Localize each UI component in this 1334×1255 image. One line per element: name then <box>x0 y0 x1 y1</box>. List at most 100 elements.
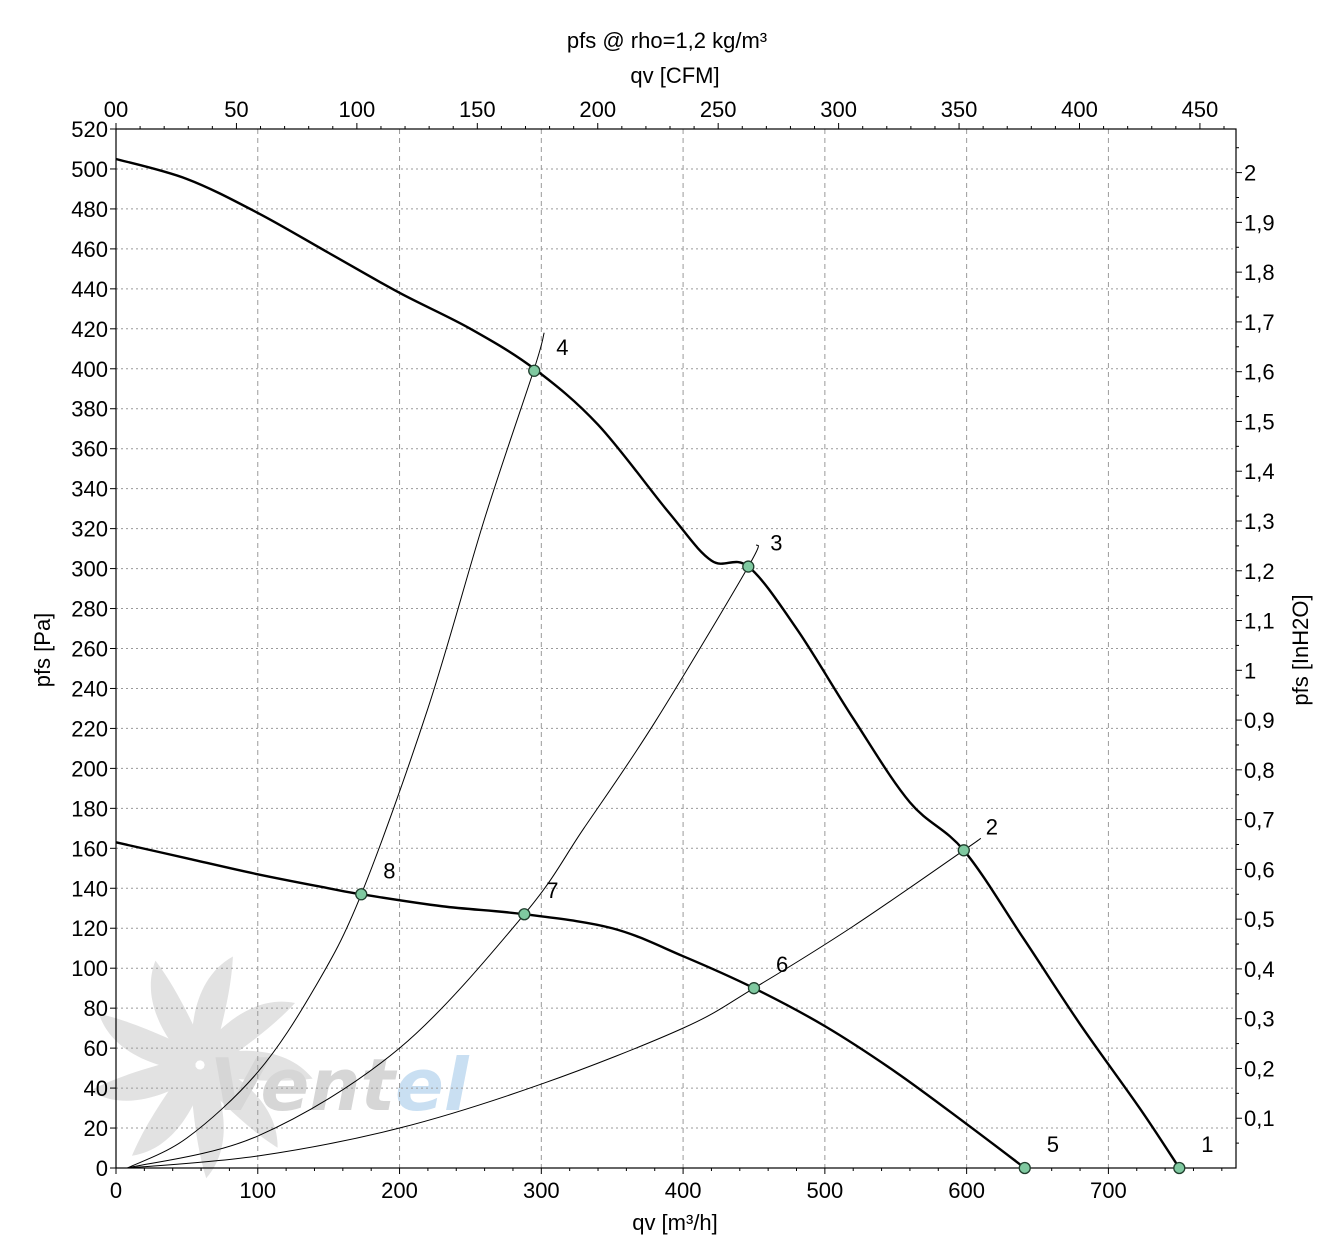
y-tick-label: 260 <box>71 637 108 662</box>
system-curve-steep-line <box>127 332 545 1169</box>
fan-curve-high-line <box>115 157 1181 1169</box>
x-tick-label: 400 <box>665 1178 702 1203</box>
operating-point-1 <box>1173 1161 1186 1175</box>
y-tick-label: 200 <box>71 756 108 781</box>
x2-tick-label: 00 <box>104 97 128 122</box>
operating-point-label: 8 <box>383 858 395 883</box>
x2-tick-label: 150 <box>459 97 496 122</box>
y-tick-label: 280 <box>71 597 108 622</box>
x-tick-label: 600 <box>948 1178 985 1203</box>
operating-point-2 <box>957 844 970 857</box>
operating-point-label: 5 <box>1047 1132 1059 1157</box>
operating-point-label: 6 <box>776 952 788 977</box>
bottom-axis-label: qv [m³/h] <box>632 1210 718 1235</box>
x-tick-label: 700 <box>1090 1178 1127 1203</box>
y-tick-label: 300 <box>71 557 108 582</box>
ventel-watermark: Ventel <box>89 956 470 1179</box>
y2-tick-label: 1,7 <box>1244 310 1275 335</box>
y-tick-label: 440 <box>71 277 108 302</box>
operating-point-label: 3 <box>770 531 782 556</box>
watermark-fan-blade <box>131 1060 205 1156</box>
y2-tick-label: 0,1 <box>1244 1106 1275 1131</box>
operating-point-label: 1 <box>1201 1132 1213 1157</box>
y-tick-label: 160 <box>71 836 108 861</box>
chart-title: pfs @ rho=1,2 kg/m³ <box>567 28 767 53</box>
y-tick-label: 360 <box>71 437 108 462</box>
y-tick-label: 480 <box>71 197 108 222</box>
x2-tick-label: 400 <box>1061 97 1098 122</box>
operating-point-3 <box>742 560 755 573</box>
axes: 0 100 200 300 400 500 600 700020406080100120140… <box>71 97 1274 1203</box>
operating-point-label: 2 <box>986 814 998 839</box>
x2-tick-label: 250 <box>700 97 737 122</box>
x-tick-label: 500 <box>807 1178 844 1203</box>
top-axis-label: qv [CFM] <box>630 63 719 88</box>
y2-tick-label: 0,7 <box>1244 808 1275 833</box>
x2-tick-label: 50 <box>224 97 248 122</box>
watermark-fan-blade <box>98 1013 203 1071</box>
y2-tick-label: 1,4 <box>1244 459 1275 484</box>
y-tick-label: 320 <box>71 517 108 542</box>
y2-tick-label: 0,2 <box>1244 1056 1275 1081</box>
x2-tick-label: 450 <box>1182 97 1219 122</box>
y-tick-label: 400 <box>71 357 108 382</box>
y-tick-label: 340 <box>71 477 108 502</box>
y2-tick-label: 1,5 <box>1244 409 1275 434</box>
y2-tick-label: 0,4 <box>1244 957 1275 982</box>
curves <box>115 157 1181 1169</box>
y-tick-label: 240 <box>71 676 108 701</box>
operating-point-label: 7 <box>546 878 558 903</box>
operating-point-8 <box>355 888 368 901</box>
fan-curve-low-line <box>115 841 1026 1169</box>
operating-point-6 <box>747 982 761 995</box>
y-tick-label: 460 <box>71 237 108 262</box>
system-curve-shallow-line <box>127 837 982 1169</box>
y-tick-label: 140 <box>71 876 108 901</box>
y2-tick-label: 0,8 <box>1244 758 1275 783</box>
x-tick-label: 0 <box>110 1178 122 1203</box>
watermark-fan-blade <box>191 956 233 1066</box>
y-tick-label: 180 <box>71 796 108 821</box>
y-tick-label: 100 <box>71 956 108 981</box>
y-tick-label: 20 <box>84 1116 108 1141</box>
x2-tick-label: 300 <box>820 97 857 122</box>
y2-tick-label: 0,5 <box>1244 907 1275 932</box>
y2-tick-label: 1,3 <box>1244 509 1275 534</box>
y-tick-label: 520 <box>71 117 108 142</box>
operating-points: 1 2 3 4 5 6 7 8 <box>355 335 1214 1175</box>
y-tick-label: 220 <box>71 716 108 741</box>
right-axis-label: pfs [InH2O] <box>1288 594 1313 705</box>
y2-tick-label: 0,6 <box>1244 857 1275 882</box>
y-tick-label: 0 <box>96 1156 108 1181</box>
y2-tick-label: 0,3 <box>1244 1007 1275 1032</box>
y-tick-label: 60 <box>84 1036 108 1061</box>
y-tick-label: 80 <box>84 996 108 1021</box>
operating-point-label: 4 <box>556 335 568 360</box>
y-tick-label: 380 <box>71 397 108 422</box>
x-tick-label: 200 <box>381 1178 418 1203</box>
y2-tick-label: 2 <box>1244 161 1256 186</box>
y2-tick-label: 1,9 <box>1244 210 1275 235</box>
y2-tick-label: 1,6 <box>1244 360 1275 385</box>
y2-tick-label: 1 <box>1244 658 1256 683</box>
operating-point-4 <box>528 364 541 377</box>
y-tick-label: 420 <box>71 317 108 342</box>
y-tick-label: 120 <box>71 916 108 941</box>
y-tick-label: 500 <box>71 157 108 182</box>
system-curve-medium-line <box>127 544 759 1169</box>
x2-tick-label: 350 <box>941 97 978 122</box>
y-tick-label: 40 <box>84 1076 108 1101</box>
x2-tick-label: 200 <box>579 97 616 122</box>
operating-point-5 <box>1018 1161 1031 1175</box>
operating-point-7 <box>518 908 531 921</box>
y2-tick-label: 1,8 <box>1244 260 1275 285</box>
watermark-text: Ventel <box>210 1043 470 1127</box>
y2-tick-label: 1,2 <box>1244 559 1275 584</box>
x-tick-label: 300 <box>523 1178 560 1203</box>
x-tick-label: 100 <box>239 1178 276 1203</box>
y2-tick-label: 1,1 <box>1244 609 1275 634</box>
y2-tick-label: 0,9 <box>1244 708 1275 733</box>
left-axis-label: pfs [Pa] <box>30 613 55 688</box>
x2-tick-label: 100 <box>339 97 376 122</box>
